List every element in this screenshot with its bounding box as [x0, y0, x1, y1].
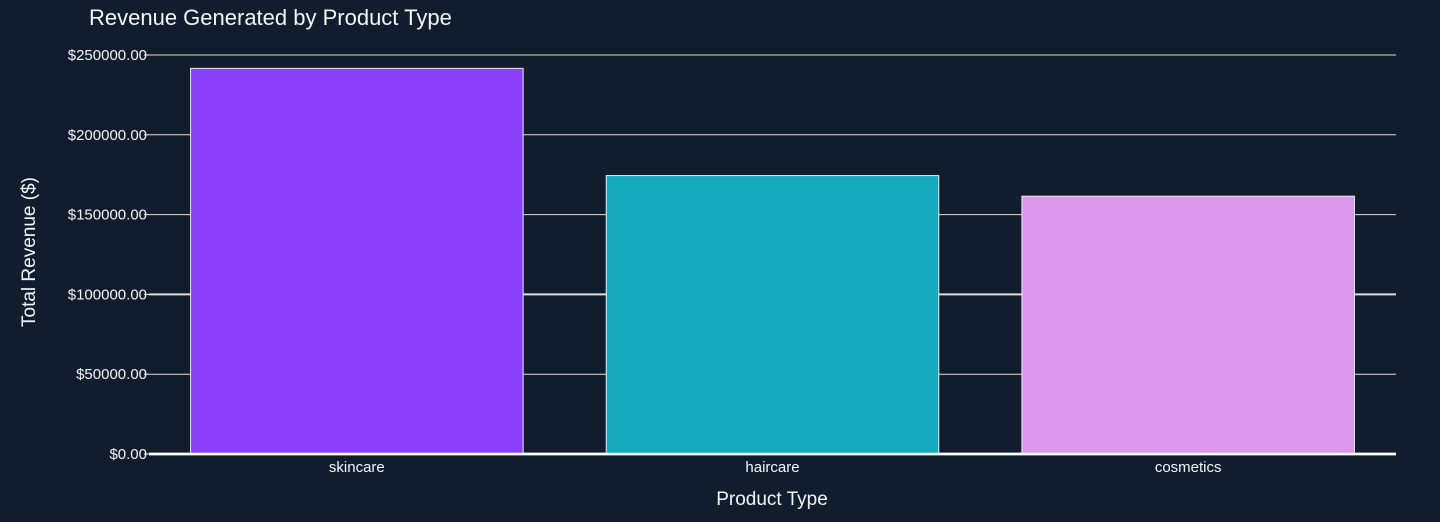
bar-haircare	[605, 175, 940, 455]
y-tick-label: $150000.00	[68, 207, 147, 224]
x-tick-label: cosmetics	[1155, 459, 1222, 476]
x-axis-title: Product Type	[716, 489, 828, 510]
y-tick-label: $50000.00	[76, 366, 147, 383]
y-axis-title: Total Revenue ($)	[19, 177, 40, 327]
y-tick-label: $100000.00	[68, 286, 147, 303]
y-tick-label: $200000.00	[68, 127, 147, 144]
y-axis-ticks: $0.00 $50000.00 $100000.00 $150000.00 $20000…	[68, 47, 147, 463]
bar-cosmetics	[1021, 195, 1355, 455]
chart-title: Revenue Generated by Product Type	[89, 5, 452, 30]
x-tick-label: skincare	[329, 459, 385, 476]
y-tick-label: $250000.00	[68, 47, 147, 64]
y-tick-label: $0.00	[109, 446, 147, 463]
x-tick-label: haircare	[745, 459, 799, 476]
bar-skincare	[190, 67, 524, 455]
x-axis-ticks: skincare haircare cosmetics	[329, 459, 1222, 476]
bars	[149, 67, 1396, 456]
